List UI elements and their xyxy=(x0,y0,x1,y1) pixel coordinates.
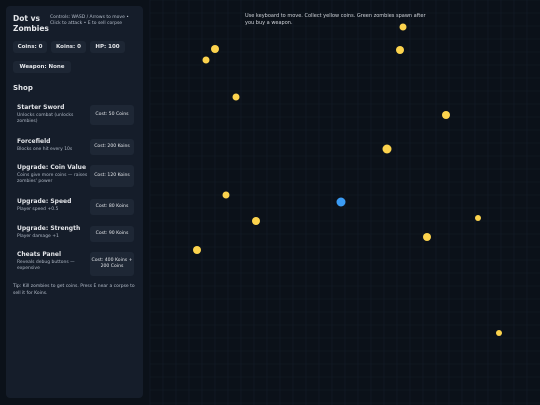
item-name: Cheats Panel xyxy=(17,251,62,258)
coin xyxy=(232,93,240,101)
coin xyxy=(252,217,260,225)
item-desc: Player speed +0.5 xyxy=(17,207,59,212)
item-name: Upgrade: Speed xyxy=(17,198,72,205)
controls-hint: Controls: WASD / Arrows to move • Click … xyxy=(50,15,129,26)
item-desc: Unlocks combat (unlocks zombies) xyxy=(17,113,74,124)
item-desc: Player damage +1 xyxy=(17,234,59,239)
coin xyxy=(211,45,219,53)
item-desc: Coins give more coins — raises zombies' … xyxy=(17,173,88,184)
item-name: Upgrade: Strength xyxy=(17,225,81,232)
coin xyxy=(423,233,431,241)
buy-button[interactable]: Cost: 80 Koins xyxy=(90,199,134,215)
message: Use keyboard to move. Collect yellow coi… xyxy=(245,13,426,26)
item-desc: Blocks one hit every 10s xyxy=(17,147,73,152)
coin xyxy=(396,46,404,54)
coin xyxy=(475,215,481,221)
hp-stat: HP: 100 xyxy=(90,41,125,53)
player xyxy=(336,197,346,207)
tip: Tip: Kill zombies to get coins. Press E … xyxy=(13,284,135,296)
item-name: Starter Sword xyxy=(17,104,65,111)
weapon-stat: Weapon: None xyxy=(13,61,71,73)
coin xyxy=(399,23,407,31)
coin xyxy=(496,330,502,336)
game-title: Dot vs Zombies xyxy=(13,14,49,33)
buy-button[interactable]: Cost: 50 Coins xyxy=(90,105,134,125)
shop-title: Shop xyxy=(13,84,33,92)
item-desc: Reveals debug buttons — expensive xyxy=(17,260,75,271)
coin xyxy=(442,111,450,119)
item-name: Forcefield xyxy=(17,138,51,145)
buy-button[interactable]: Cost: 400 Koins + 200 Coins xyxy=(90,252,134,276)
item-name: Upgrade: Coin Value xyxy=(17,164,87,171)
buy-button[interactable]: Cost: 120 Koins xyxy=(90,165,134,187)
buy-button[interactable]: Cost: 90 Koins xyxy=(90,226,134,242)
coin xyxy=(193,246,201,254)
coins-stat: Coins: 0 xyxy=(13,41,47,53)
buy-button[interactable]: Cost: 200 Koins xyxy=(90,139,134,155)
koins-stat: Koins: 0 xyxy=(51,41,86,53)
coin xyxy=(382,144,392,154)
coin xyxy=(202,56,210,64)
coin xyxy=(222,191,230,199)
